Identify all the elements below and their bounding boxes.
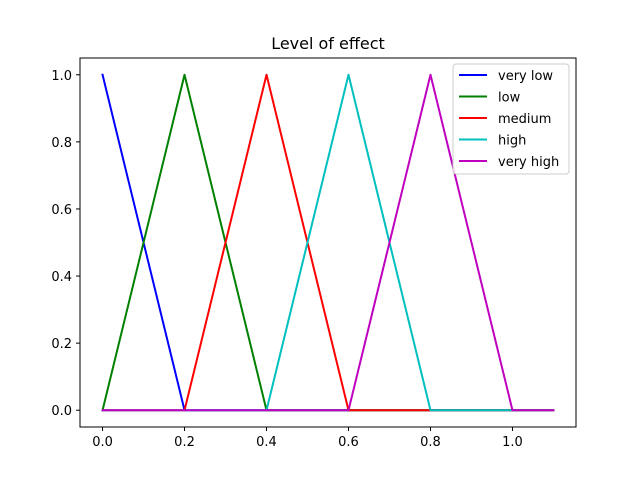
legend-label-low: low xyxy=(498,91,521,106)
y-tick-label: 1.0 xyxy=(51,69,72,84)
legend-box xyxy=(452,63,570,175)
legend-label-medium: medium xyxy=(498,112,551,127)
x-tick-label: 0.4 xyxy=(256,435,277,450)
y-tick-label: 0.8 xyxy=(51,136,72,151)
y-tick-label: 0.2 xyxy=(51,337,72,352)
axes-layer: 0.0 0.2 0.4 0.6 0.8 1.0 0.0 0.2 0.4 0.6 0.8 1.0 xyxy=(51,69,522,450)
x-tick-label: 1.0 xyxy=(502,435,523,450)
y-tick-label: 0.6 xyxy=(51,203,72,218)
legend-label-high: high xyxy=(498,134,526,149)
legend-label-very-low: very low xyxy=(498,69,553,84)
plot-frame xyxy=(79,57,577,428)
x-tick-label: 0.2 xyxy=(174,435,195,450)
x-tick-label: 0.6 xyxy=(338,435,359,450)
series-layer xyxy=(101,73,555,412)
chart-title: Level of effect xyxy=(271,34,385,53)
series-line-very-high xyxy=(101,73,555,412)
y-tick-label: 0.0 xyxy=(51,404,72,419)
x-tick-label: 0.0 xyxy=(92,435,113,450)
legend-label-very-high: very high xyxy=(498,155,559,170)
x-tick-label: 0.8 xyxy=(420,435,441,450)
y-tick-label: 0.4 xyxy=(51,270,72,285)
legend: very low low medium high very high xyxy=(452,63,570,175)
